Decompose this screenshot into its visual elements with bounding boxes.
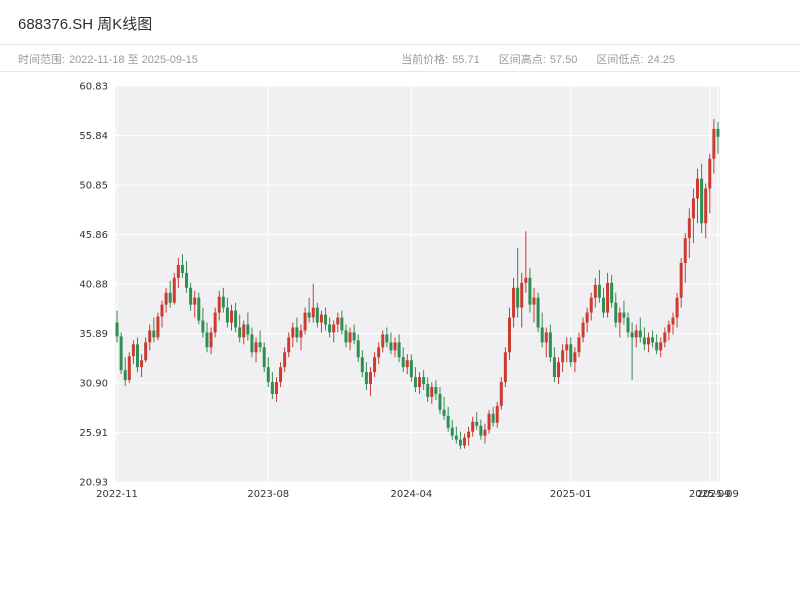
range-high-label: 区间高点: [498,54,546,66]
svg-text:25.91: 25.91 [79,428,108,439]
range-high-value: 57.50 [549,54,578,66]
time-range-label: 时间范围: [18,54,66,66]
svg-text:55.84: 55.84 [79,131,108,142]
svg-text:40.88: 40.88 [79,280,108,291]
time-range-value: 2022-11-18 至 2025-09-15 [69,54,198,66]
svg-text:2024-04: 2024-04 [390,489,432,500]
svg-text:2022-11: 2022-11 [96,489,138,500]
header-divider [0,44,800,45]
svg-text:30.90: 30.90 [79,379,108,390]
current-price-label: 当前价格: [401,54,449,66]
svg-text:45.86: 45.86 [79,230,108,241]
svg-text:2025-01: 2025-01 [550,489,592,500]
range-low-value: 24.25 [647,54,675,66]
time-range: 时间范围: 2022-11-18 至 2025-09-15 [18,51,198,67]
svg-text:35.89: 35.89 [79,329,108,340]
price-summary: 当前价格: 55.71 区间高点: 57.50 区间低点: 24.25 [401,51,675,67]
svg-text:2025-09: 2025-09 [689,489,731,500]
current-price-value: 55.71 [452,54,480,66]
svg-text:2023-08: 2023-08 [247,489,289,500]
svg-text:20.93: 20.93 [79,478,108,489]
page-title: 688376.SH 周K线图 [18,16,153,33]
svg-text:2025-09: 2025-09 [697,489,739,500]
subheader-divider [0,71,800,72]
range-low-label: 区间低点: [596,54,644,66]
svg-text:50.85: 50.85 [79,181,108,192]
svg-text:60.83: 60.83 [79,82,108,93]
